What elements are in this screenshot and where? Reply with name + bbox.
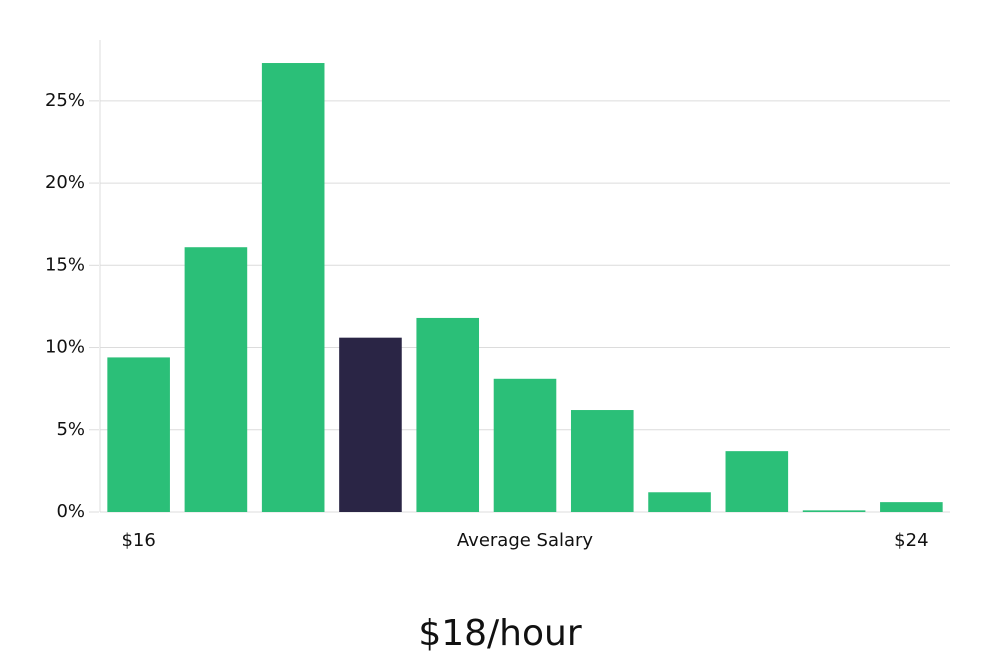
bar [416,317,480,512]
x-axis-label: Average Salary [457,530,594,551]
y-tick-label: 10% [45,337,85,358]
bar [880,502,943,512]
bar [184,247,248,512]
y-tick-label: 25% [45,90,85,111]
bar [725,451,789,512]
y-tick-label: 5% [56,419,85,440]
bar [648,492,711,512]
x-tick-label: $16 [121,530,155,551]
y-tick-label: 15% [45,254,85,275]
bar [107,357,170,512]
bar [493,378,557,512]
bar [339,337,402,512]
subtitle: $18/hour [418,613,582,654]
bar [802,510,866,512]
y-tick-label: 20% [45,172,85,193]
bar [570,410,634,512]
x-tick-label: $24 [894,530,928,551]
bar [261,63,325,513]
y-tick-label: 0% [56,501,85,522]
